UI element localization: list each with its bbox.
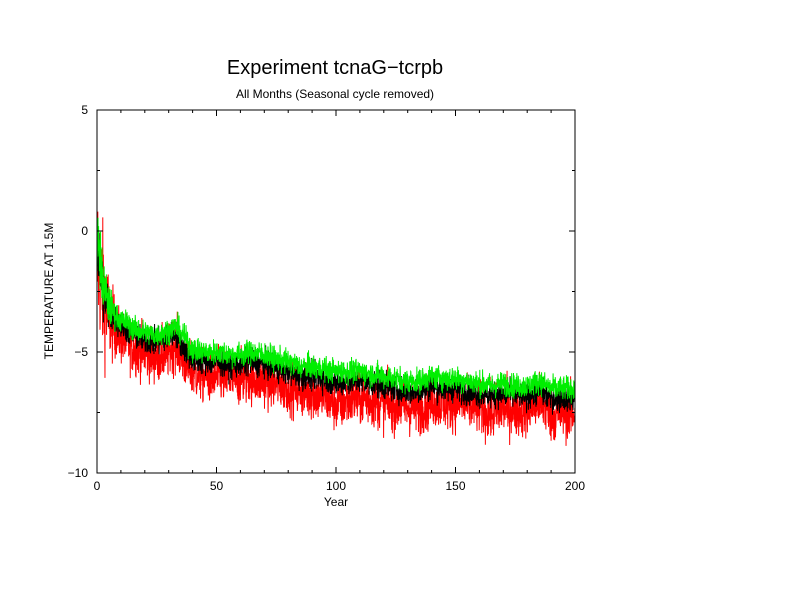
x-tick-label: 200 <box>565 479 585 493</box>
y-tick-label: −5 <box>74 345 88 359</box>
y-tick-label: 5 <box>81 103 88 117</box>
series-line-2 <box>96 228 576 415</box>
x-tick-label: 50 <box>210 479 224 493</box>
x-tick-label: 150 <box>445 479 465 493</box>
series-line-3 <box>96 217 576 404</box>
x-tick-label: 0 <box>94 479 101 493</box>
y-axis-label: TEMPERATURE AT 1.5M <box>42 223 56 360</box>
y-tick-label: −10 <box>68 466 89 480</box>
x-tick-label: 100 <box>326 479 346 493</box>
x-axis-label: Year <box>324 495 348 509</box>
series-layer <box>96 211 576 446</box>
y-tick-label: 0 <box>81 224 88 238</box>
chart-title: Experiment tcnaG−tcrpb <box>227 57 443 79</box>
tick-layer: 0 50 100 150 200 −10 −5 0 5 <box>68 103 586 493</box>
chart-subtitle: All Months (Seasonal cycle removed) <box>236 87 434 101</box>
